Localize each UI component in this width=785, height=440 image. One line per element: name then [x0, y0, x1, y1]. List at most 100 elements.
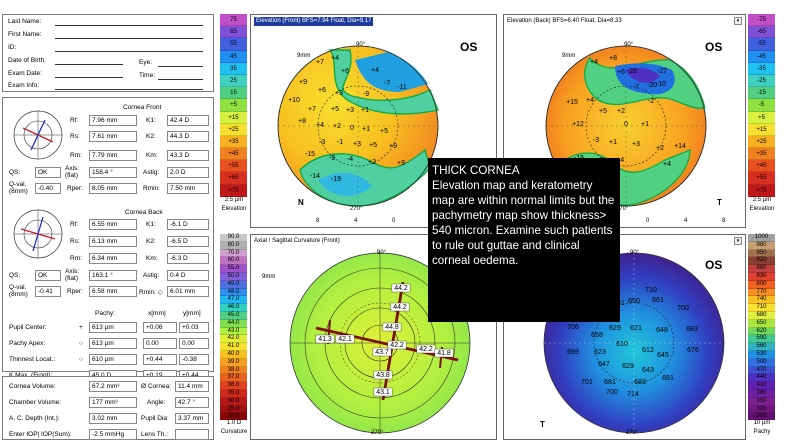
map-value-box — [372, 347, 392, 357]
scale-cell: 40.0 — [220, 350, 247, 359]
back-rf-value: 6.55 mm — [89, 219, 137, 230]
elevation-scale-right: -75 -65 -55 -45 -35 -25 -15 -5 +5 +15 +25 +35 +45 +55… — [748, 14, 775, 197]
map-value: 648 — [656, 327, 668, 334]
map-value: +2 — [368, 159, 376, 166]
front-elevation-angle-top: 90° — [356, 42, 366, 48]
map-value: +3 — [335, 90, 343, 97]
front-astig-value: 2.0 D — [167, 167, 209, 178]
map-value: -27 — [657, 68, 667, 75]
map-value: 0 — [624, 121, 628, 128]
front-rm-value: 7.79 mm — [89, 150, 137, 161]
axis-tick: 4 — [354, 218, 358, 224]
map-value: 700 — [606, 389, 618, 396]
map-value: 683 — [634, 379, 646, 386]
pachy-row-symbol: + — [79, 324, 83, 331]
scale-cell: +15 — [220, 111, 247, 124]
back-k1-value: -6.1 D — [167, 219, 209, 230]
map-value: +2 — [617, 108, 625, 115]
map-value: 623 — [594, 349, 606, 356]
scale-cell: 55.0 — [220, 265, 247, 273]
back-rper-value: 6.58 mm — [89, 286, 137, 297]
back-astig-value: 0.4 D — [167, 270, 209, 281]
map-value: +10 — [288, 97, 300, 104]
annotation-note: THICK CORNEA Elevation map and keratomet… — [428, 158, 620, 322]
pachy-row-y: +0.03 — [179, 322, 209, 333]
front-k1-label: K1: — [146, 117, 156, 124]
front-elevation-nasal: N — [298, 198, 304, 207]
scale-cell: 770 — [748, 288, 775, 297]
map-value-box — [387, 340, 407, 350]
chamber-volume-value: 177 mm³ — [89, 397, 137, 408]
back-elevation-title[interactable]: Elevation (Back) BFS=6.40 Float, Dia=8.3… — [507, 18, 622, 24]
scale-cell: -45 — [748, 50, 775, 63]
front-km-label: Km: — [146, 152, 158, 159]
scale-cell: +5 — [748, 111, 775, 124]
axial-curvature-angle-bottom: 270° — [371, 430, 384, 436]
back-rper-label: Rper: — [67, 288, 83, 295]
scale-cell: +35 — [748, 148, 775, 161]
map-value: -1 — [337, 139, 343, 146]
pachy-panel-dropdown[interactable]: ▾ — [734, 237, 742, 245]
map-value: +6 — [617, 69, 625, 76]
map-value: 610 — [616, 341, 628, 348]
map-value: 629 — [622, 363, 634, 370]
map-value: 44.2 — [393, 304, 407, 311]
scale-cell: +15 — [748, 123, 775, 136]
front-elevation-title[interactable]: Elevation (Front) BFS=7.94 Float, Dia=9.… — [254, 17, 374, 26]
cornea-volume-label: Cornea Volume: — [9, 383, 56, 390]
exam-info-label: Exam Info: — [8, 82, 40, 89]
scale-cell: +75 — [748, 184, 775, 197]
axial-curvature-title[interactable]: Axial / Sagittal Curvature (Front) — [254, 238, 340, 244]
scale-cell: 50.0 — [220, 272, 247, 281]
front-rs-value: 7.61 mm — [89, 131, 137, 142]
map-value: +8 — [298, 118, 306, 125]
scale-cell: 440 — [748, 374, 775, 383]
map-value: +4 — [331, 55, 339, 62]
back-k2-label: K2: — [146, 238, 156, 245]
exam-date-line — [55, 77, 123, 78]
scale-cell: 47.0 — [220, 296, 247, 305]
axis-tick: 8 — [316, 218, 320, 224]
map-value: 43.1 — [376, 389, 390, 396]
elevation-scale-left: 75 65 55 45 35 25 15 +5 +15 +25 +35 +45 +55 +65 +75 — [220, 14, 247, 197]
scale-cell: -5 — [748, 99, 775, 112]
map-value: 683 — [686, 326, 698, 333]
scale-cell: 470 — [748, 366, 775, 375]
map-value: -7 — [633, 84, 639, 91]
time-label: Time: — [139, 72, 156, 79]
axis-tick: 4 — [684, 218, 688, 224]
map-value: +4 — [590, 59, 598, 66]
front-axis-label: Axis: (flat) — [65, 165, 80, 179]
map-value: 42.2 — [419, 346, 433, 353]
map-value: 0 — [350, 125, 354, 132]
front-elevation-eye: OS — [460, 40, 478, 54]
back-rf-label: Rf: — [70, 221, 79, 228]
map-value-box — [434, 348, 454, 358]
scale-cell: +45 — [748, 160, 775, 173]
scale-cell: +25 — [748, 135, 775, 149]
scale-cell: -35 — [748, 62, 775, 75]
scale-cell: +35 — [220, 135, 247, 149]
front-rmin-label: Rmin: — [143, 185, 160, 192]
pachymetry-temporal: T — [540, 420, 545, 429]
eye-line — [158, 66, 203, 67]
eye-label: Eye: — [139, 59, 153, 66]
map-value: 44.8 — [385, 324, 399, 331]
axis-tick: 0 — [392, 218, 396, 224]
back-panel-dropdown[interactable]: ▾ — [734, 17, 742, 25]
front-axis-diagram — [13, 110, 63, 160]
scale-cell: +5 — [220, 99, 247, 112]
cornea-back-title: Cornea Back — [125, 209, 163, 216]
angle-value: 42.7 ° — [175, 397, 209, 408]
map-value: +12 — [572, 121, 584, 128]
axial-curvature-size: 9mm — [262, 274, 276, 280]
map-value: 41.8 — [437, 350, 451, 357]
pachymetry-scale-step: 10 µm — [747, 420, 777, 427]
scale-cell: 680 — [748, 311, 775, 320]
iop-label[interactable]: Enter IOP| IOP(Sum): — [9, 431, 72, 438]
scale-cell: 740 — [748, 296, 775, 305]
back-k1-label: K1: — [146, 221, 156, 228]
scale-cell: 39.0 — [220, 358, 247, 367]
pachy-row-x: +0.06 — [143, 322, 177, 333]
